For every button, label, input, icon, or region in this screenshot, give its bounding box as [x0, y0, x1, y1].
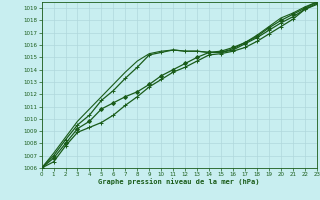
- X-axis label: Graphe pression niveau de la mer (hPa): Graphe pression niveau de la mer (hPa): [99, 179, 260, 185]
